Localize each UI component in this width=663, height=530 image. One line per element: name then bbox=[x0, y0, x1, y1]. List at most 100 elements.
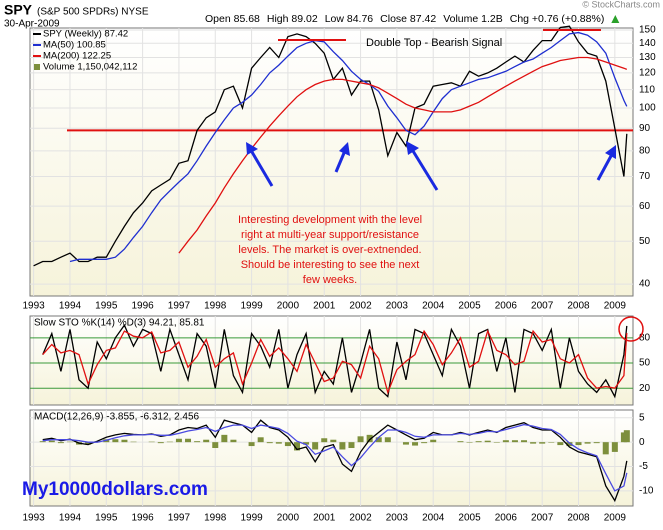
y-tick-label: 140 bbox=[639, 38, 656, 49]
arrow bbox=[596, 155, 613, 181]
legend-label: MA(50) 100.85 bbox=[43, 40, 106, 51]
histogram-bar bbox=[530, 442, 537, 444]
histogram-bar bbox=[194, 441, 201, 443]
panel-label: MACD(12,26,9) -3.855, -6.312, 2.456 bbox=[34, 412, 200, 423]
histogram-bar bbox=[303, 442, 310, 445]
histogram-bar bbox=[511, 440, 518, 443]
histogram-bar bbox=[457, 441, 464, 443]
y-tick-label: 50 bbox=[639, 358, 651, 369]
x-tick-label: 2009 bbox=[604, 301, 627, 312]
histogram-bar bbox=[312, 442, 319, 450]
histogram-bar bbox=[611, 442, 618, 452]
x-tick-label: 1994 bbox=[59, 513, 82, 524]
note-line: Should be interesting to see the next bbox=[241, 259, 420, 271]
series-line bbox=[42, 329, 628, 395]
header-stat: Volume 1.2B bbox=[443, 13, 503, 25]
symbol: SPY bbox=[4, 2, 33, 18]
x-tick-label: 2007 bbox=[531, 301, 554, 312]
y-tick-label: 150 bbox=[639, 25, 656, 36]
histogram-bar bbox=[257, 437, 264, 443]
arrow-head bbox=[605, 145, 616, 159]
y-tick-label: 100 bbox=[639, 103, 656, 114]
histogram-bar bbox=[39, 441, 46, 443]
histogram-bar bbox=[357, 436, 364, 443]
x-tick-label: 2005 bbox=[458, 513, 481, 524]
histogram-bar bbox=[539, 442, 546, 444]
panel-0: 1993 1994 1995 1996 1997 1998 1999 2000 2001 2002… bbox=[23, 25, 657, 312]
y-tick-label: 0 bbox=[639, 437, 645, 448]
arrow-head bbox=[246, 142, 258, 155]
arrow-head bbox=[339, 142, 350, 156]
histogram-bar bbox=[366, 434, 373, 443]
histogram-bar bbox=[339, 442, 346, 450]
change-icon bbox=[611, 15, 620, 23]
x-tick-label: 1997 bbox=[168, 513, 191, 524]
x-tick-label: 2008 bbox=[567, 301, 590, 312]
histogram-bar bbox=[321, 438, 328, 443]
histogram-bar bbox=[348, 442, 355, 449]
x-tick-label: 2001 bbox=[313, 301, 336, 312]
histogram-bar bbox=[557, 442, 564, 446]
series-line bbox=[178, 56, 628, 254]
legend-swatch bbox=[34, 64, 40, 70]
legend-label: SPY (Weekly) 87.42 bbox=[43, 29, 128, 40]
legend-label: Volume 1,150,042,112 bbox=[43, 62, 137, 73]
y-tick-label: 80 bbox=[639, 146, 651, 157]
histogram-bar bbox=[175, 438, 182, 443]
arrow-head bbox=[406, 141, 419, 155]
histogram-bar bbox=[212, 442, 219, 449]
x-tick-label: 1993 bbox=[23, 301, 46, 312]
histogram-bar bbox=[602, 442, 609, 455]
y-tick-label: 80 bbox=[639, 332, 651, 343]
x-tick-label: 1999 bbox=[240, 301, 263, 312]
x-tick-label: 1995 bbox=[95, 301, 118, 312]
histogram-bar bbox=[266, 442, 273, 444]
arrow bbox=[334, 152, 346, 173]
subtitle: (S&P 500 SPDRs) NYSE bbox=[37, 7, 149, 18]
date: 30-Apr-2009 bbox=[4, 19, 60, 30]
x-tick-label: 2004 bbox=[422, 301, 445, 312]
histogram-bar bbox=[230, 439, 237, 443]
arrow bbox=[411, 150, 439, 191]
histogram-bar bbox=[593, 442, 600, 444]
panel-2: 1993 1994 1995 1996 1997 1998 1999 2000 2001 2002… bbox=[23, 410, 654, 524]
header-stat: Chg +0.76 (+0.88%) bbox=[510, 13, 605, 25]
y-tick-label: 5 bbox=[639, 412, 645, 423]
histogram-bar bbox=[284, 442, 291, 447]
annotation: Double Top - Bearish Signal bbox=[366, 37, 502, 49]
arrow bbox=[250, 151, 274, 187]
histogram-bar bbox=[484, 440, 491, 443]
y-tick-label: -10 bbox=[639, 486, 654, 497]
sto-panel bbox=[29, 315, 634, 406]
x-tick-label: 1993 bbox=[23, 513, 46, 524]
x-tick-label: 1999 bbox=[240, 513, 263, 524]
histogram-bar bbox=[623, 430, 630, 443]
x-tick-label: 2006 bbox=[495, 301, 518, 312]
histogram-bar bbox=[275, 442, 282, 444]
x-tick-label: 1998 bbox=[204, 513, 227, 524]
y-tick-label: 20 bbox=[639, 383, 651, 394]
y-tick-label: 70 bbox=[639, 171, 651, 182]
x-tick-label: 1995 bbox=[95, 513, 118, 524]
x-tick-label: 2000 bbox=[277, 513, 300, 524]
histogram-bar bbox=[430, 439, 437, 443]
y-tick-label: 120 bbox=[639, 68, 656, 79]
top-markers bbox=[278, 29, 601, 41]
x-tick-label: 2006 bbox=[495, 513, 518, 524]
histogram-bar bbox=[330, 439, 337, 443]
legend-label: MA(200) 122.25 bbox=[43, 51, 111, 62]
histogram-bar bbox=[248, 442, 255, 447]
histogram-bar bbox=[502, 440, 509, 443]
x-tick-label: 2008 bbox=[567, 513, 590, 524]
y-tick-label: 90 bbox=[639, 123, 651, 134]
note-line: levels. The market is over-extnended. bbox=[238, 244, 421, 256]
x-tick-label: 2004 bbox=[422, 513, 445, 524]
note-line: few weeks. bbox=[303, 274, 357, 286]
histogram-bar bbox=[121, 439, 128, 443]
histogram-bar bbox=[402, 442, 409, 445]
series-line bbox=[42, 423, 628, 492]
histogram-bar bbox=[112, 439, 119, 443]
x-tick-label: 2003 bbox=[386, 301, 409, 312]
x-tick-label: 1994 bbox=[59, 301, 82, 312]
